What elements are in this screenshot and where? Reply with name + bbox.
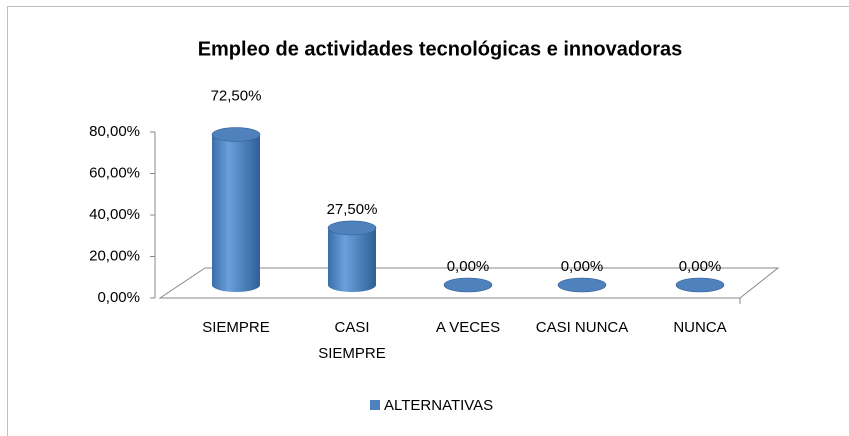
x-tick-label: CASI SIEMPRE bbox=[318, 319, 386, 362]
y-tick-label: 80,00% bbox=[89, 123, 140, 140]
x-tick-label: A VECES bbox=[436, 319, 500, 336]
bar-body bbox=[328, 227, 376, 292]
y-tick-label: 40,00% bbox=[89, 206, 140, 223]
y-tick-label: 60,00% bbox=[89, 164, 140, 181]
data-label: 0,00% bbox=[561, 258, 604, 275]
legend-swatch bbox=[370, 400, 380, 410]
bar-top bbox=[443, 277, 493, 293]
chart-title: Empleo de actividades tecnológicas e inn… bbox=[198, 38, 683, 60]
bar-top bbox=[327, 220, 377, 236]
floor bbox=[158, 267, 780, 299]
chart-border bbox=[7, 6, 849, 436]
bar-top bbox=[675, 277, 725, 293]
data-label: 72,50% bbox=[211, 88, 262, 105]
bar-body bbox=[212, 134, 260, 292]
legend-label: ALTERNATIVAS bbox=[384, 397, 493, 414]
data-label: 0,00% bbox=[447, 258, 490, 275]
x-tick-label: CASI NUNCA bbox=[536, 319, 629, 336]
x-tick-label: SIEMPRE bbox=[202, 319, 270, 336]
bar-top bbox=[557, 277, 607, 293]
y-tick-label: 0,00% bbox=[97, 289, 140, 306]
x-tick-label: NUNCA bbox=[673, 319, 726, 336]
bar-top bbox=[211, 127, 261, 142]
data-label: 27,50% bbox=[327, 201, 378, 218]
data-label: 0,00% bbox=[679, 258, 722, 275]
y-tick-label: 20,00% bbox=[89, 247, 140, 264]
